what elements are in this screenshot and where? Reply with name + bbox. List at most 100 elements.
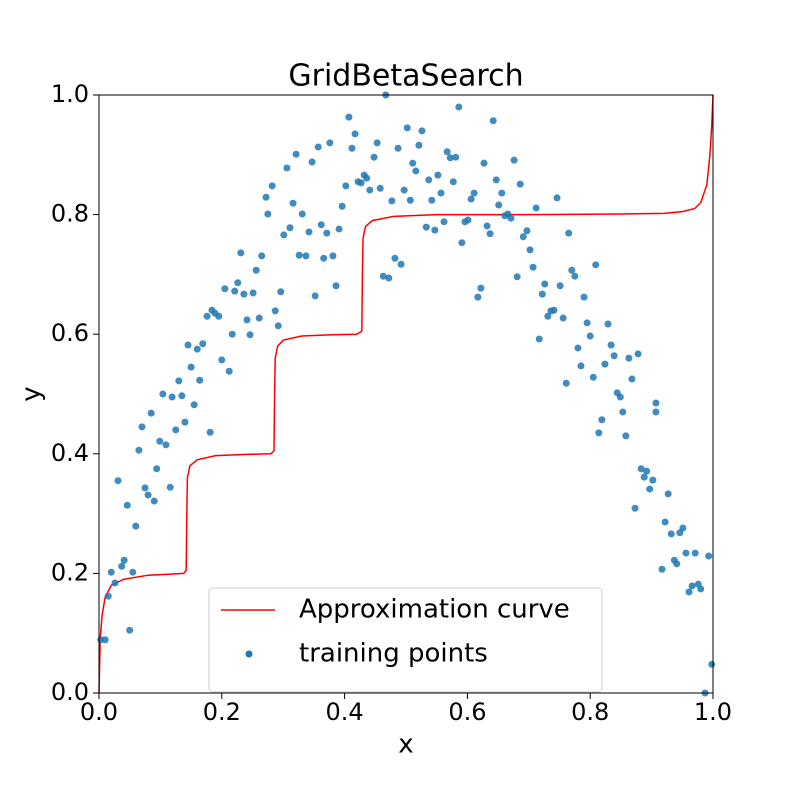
point <box>422 223 430 231</box>
x-tick-label: 0.8 <box>571 698 609 726</box>
point <box>206 428 214 436</box>
point <box>314 143 322 151</box>
point <box>305 228 313 236</box>
point <box>592 261 600 269</box>
point <box>225 367 233 375</box>
point <box>348 144 356 152</box>
point <box>679 524 687 532</box>
point <box>168 393 176 401</box>
point <box>264 210 272 218</box>
point <box>443 148 451 156</box>
point <box>172 426 180 434</box>
point <box>215 312 223 320</box>
point <box>373 139 381 147</box>
point <box>376 184 384 192</box>
point <box>286 224 294 232</box>
x-tick-label: 0.4 <box>326 698 364 726</box>
point <box>338 202 346 210</box>
point <box>428 196 436 204</box>
y-tick-label: 0.6 <box>51 319 89 347</box>
point <box>342 182 350 190</box>
point <box>175 377 183 385</box>
point <box>586 332 594 340</box>
point <box>589 373 597 381</box>
y-axis-label: y <box>17 386 47 401</box>
point <box>652 408 660 416</box>
x-tick-label: 0.0 <box>80 698 118 726</box>
point <box>622 432 630 440</box>
point <box>234 279 242 287</box>
point <box>516 180 524 188</box>
point <box>577 362 585 370</box>
point <box>628 375 636 383</box>
point <box>455 103 463 111</box>
legend-box <box>208 587 603 693</box>
point <box>138 423 146 431</box>
point <box>323 229 331 237</box>
point <box>634 350 642 358</box>
point <box>449 178 457 186</box>
point <box>406 196 414 204</box>
point <box>147 409 155 417</box>
point <box>667 530 675 538</box>
point <box>583 319 591 327</box>
point <box>196 376 204 384</box>
point <box>101 636 109 644</box>
point <box>691 549 699 557</box>
point <box>123 501 131 509</box>
point <box>544 312 552 320</box>
point <box>237 249 245 257</box>
point <box>510 156 518 164</box>
point <box>114 477 122 485</box>
point <box>332 282 340 290</box>
point <box>397 260 405 268</box>
legend-marker <box>245 650 253 658</box>
point <box>541 280 549 288</box>
point <box>153 465 161 473</box>
point <box>697 585 705 593</box>
point <box>193 345 201 353</box>
point <box>199 340 207 348</box>
y-tick-label: 1.0 <box>51 80 89 108</box>
point <box>640 473 648 481</box>
point <box>523 227 531 235</box>
point <box>440 218 448 226</box>
point <box>637 465 645 473</box>
point <box>243 316 251 324</box>
x-tick-label: 0.2 <box>203 698 241 726</box>
point <box>107 568 115 576</box>
point <box>664 490 672 498</box>
point <box>437 189 445 197</box>
point <box>619 408 627 416</box>
point <box>262 193 270 201</box>
legend-label: Approximation curve <box>299 595 570 625</box>
point <box>394 144 402 152</box>
point <box>446 154 454 162</box>
y-tick-label: 0.0 <box>51 678 89 706</box>
point <box>144 491 152 499</box>
point <box>129 568 137 576</box>
point <box>604 320 612 328</box>
point <box>483 222 491 230</box>
point <box>434 171 442 179</box>
point <box>418 127 426 135</box>
point <box>649 476 657 484</box>
point <box>298 210 306 218</box>
plot-frame <box>98 94 714 694</box>
point <box>477 284 485 292</box>
point <box>132 522 140 530</box>
point <box>538 290 546 298</box>
point <box>571 272 579 280</box>
point <box>156 437 164 445</box>
point <box>616 393 624 401</box>
point <box>283 164 291 172</box>
point <box>221 285 229 293</box>
point <box>292 150 300 158</box>
point <box>162 441 170 449</box>
point <box>574 344 582 352</box>
point <box>646 485 654 493</box>
point <box>178 392 186 400</box>
x-tick-label: 0.6 <box>448 698 486 726</box>
point <box>385 274 393 282</box>
point <box>568 266 576 274</box>
